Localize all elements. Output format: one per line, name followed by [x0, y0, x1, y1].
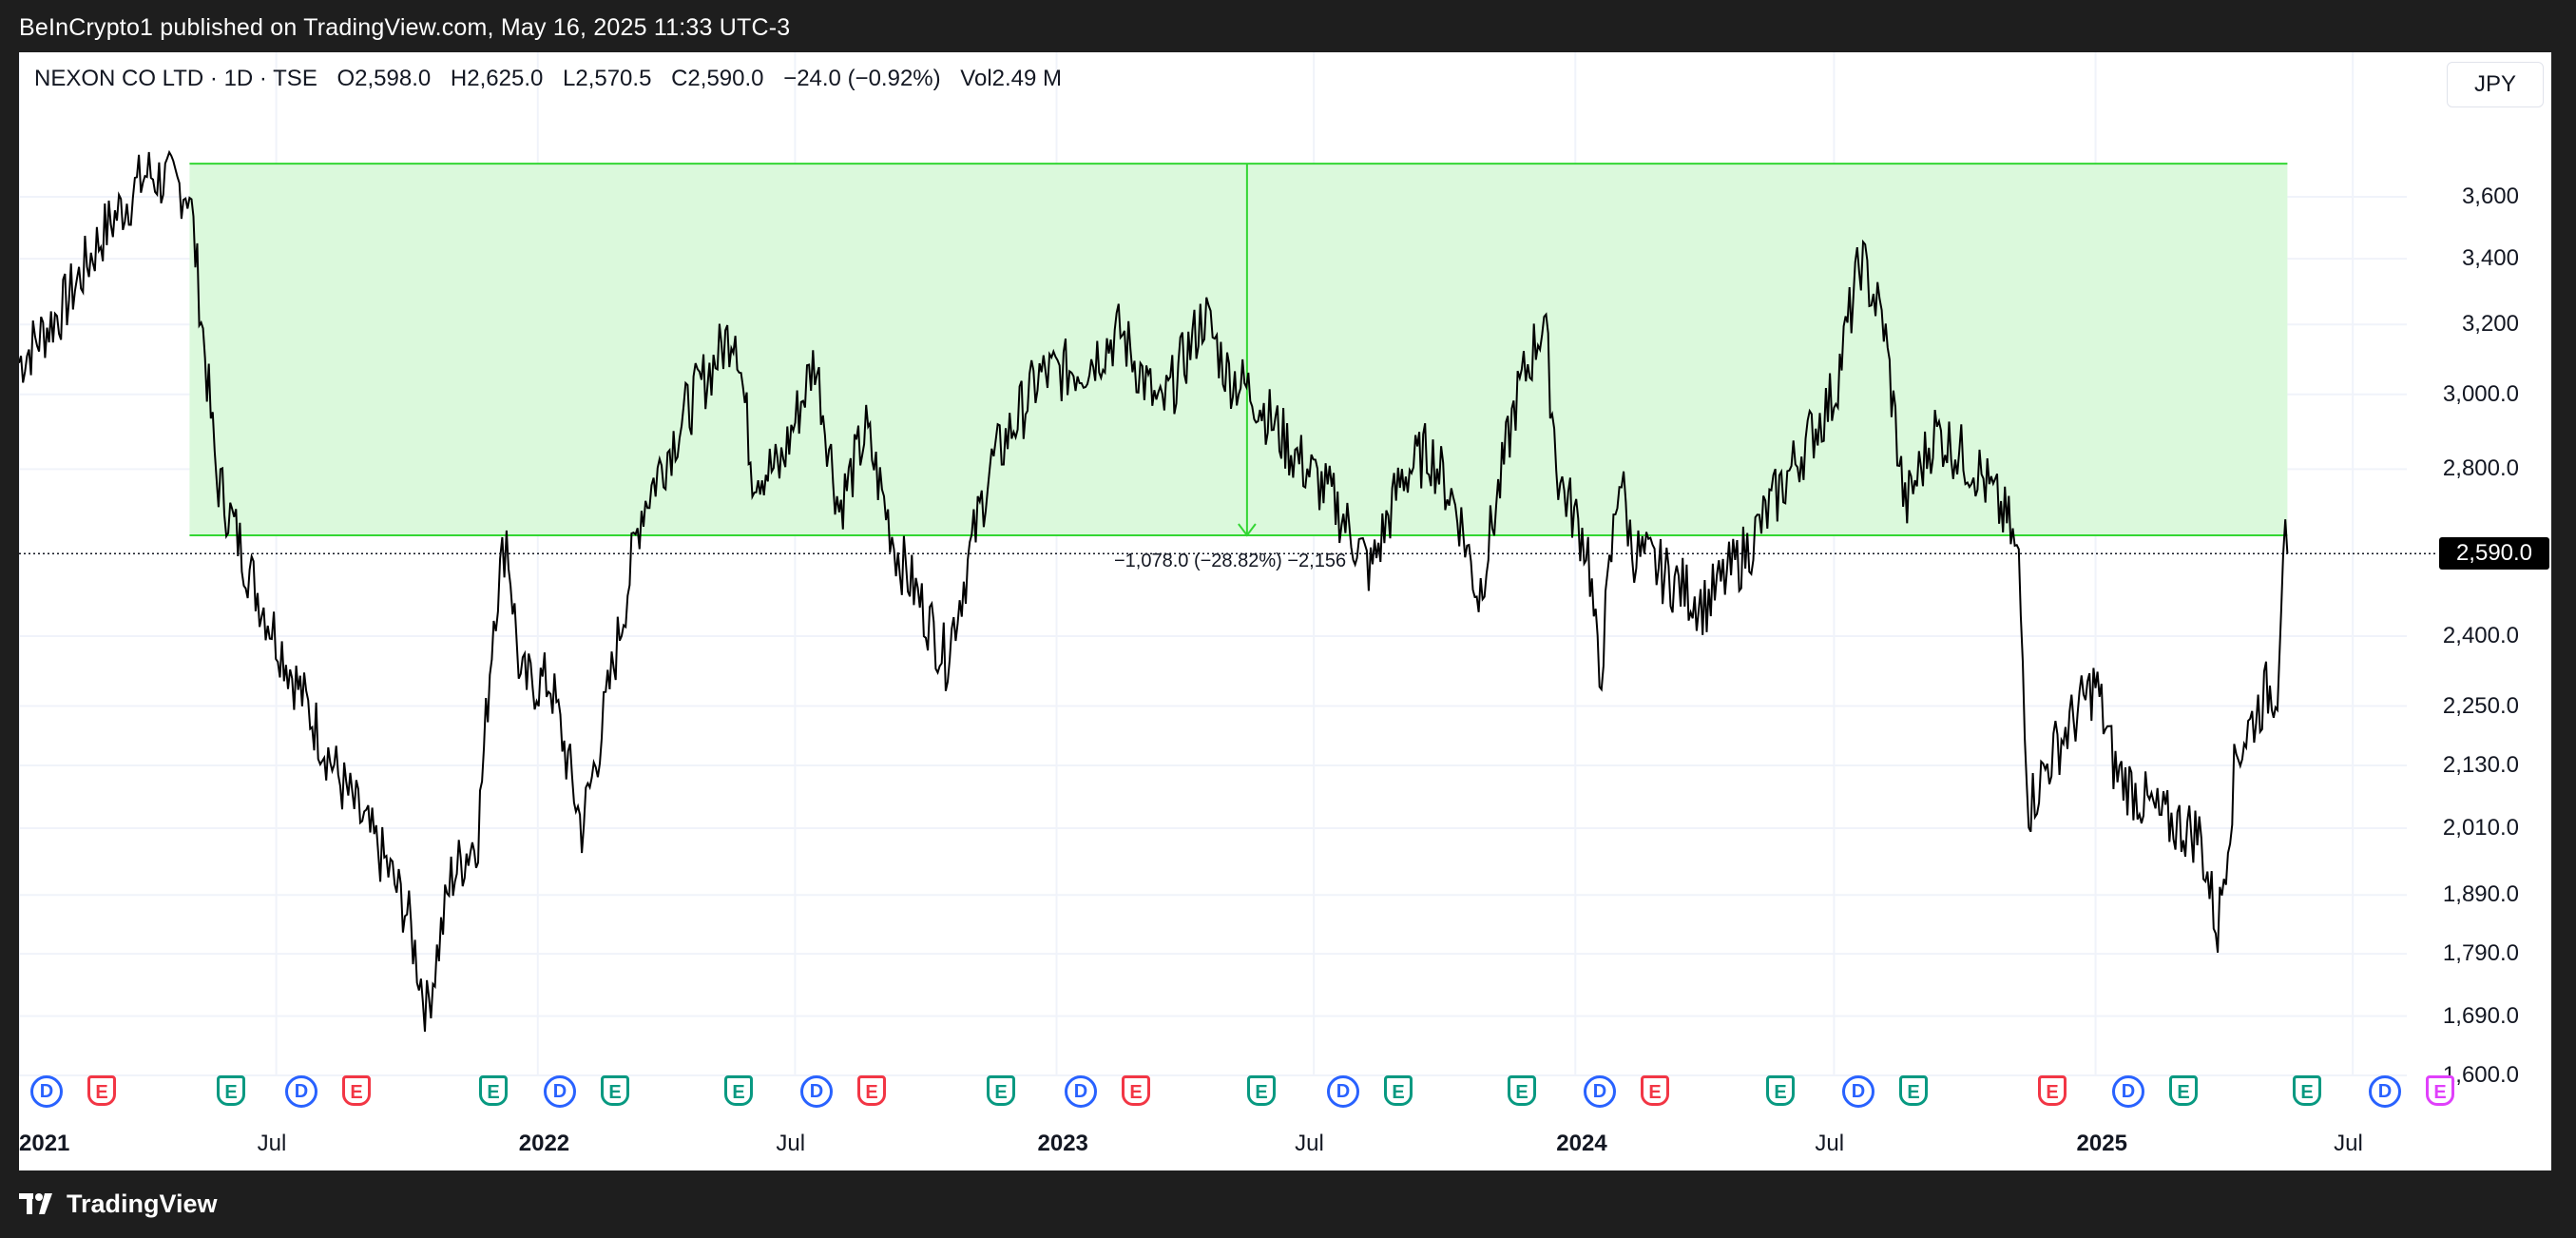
earnings-event-icon[interactable]: E: [724, 1075, 753, 1106]
dividend-event-icon[interactable]: D: [30, 1075, 63, 1108]
earnings-event-icon[interactable]: E: [1766, 1075, 1795, 1106]
earnings-event-icon[interactable]: E: [1899, 1075, 1928, 1106]
low-value: L2,570.5: [563, 66, 652, 91]
measure-label: −1,078.0 (−28.82%) −2,156: [1114, 551, 1347, 571]
x-tick-label: Jul: [1815, 1131, 1845, 1156]
earnings-event-icon[interactable]: E: [87, 1075, 116, 1106]
earnings-event-icon[interactable]: E: [1122, 1075, 1150, 1106]
dividend-event-icon[interactable]: D: [1584, 1075, 1616, 1108]
y-tick-label: 3,200: [2461, 311, 2519, 338]
publisher-text: BeInCrypto1 published on TradingView.com…: [19, 14, 791, 41]
tradingview-logo-icon: [19, 1193, 52, 1214]
x-tick-label: Jul: [776, 1131, 806, 1156]
price-series-line: [19, 149, 2289, 1032]
x-tick-label: Jul: [2334, 1131, 2363, 1156]
close-value: C2,590.0: [671, 66, 764, 91]
chart-panel[interactable]: NEXON CO LTD · 1D · TSE O2,598.0 H2,625.…: [19, 52, 2551, 1170]
y-tick-label: 2,800.0: [2442, 455, 2519, 482]
earnings-event-icon[interactable]: E: [1508, 1075, 1536, 1106]
x-tick-label: 2023: [1037, 1131, 1088, 1156]
y-tick-label: 1,890.0: [2442, 881, 2519, 908]
dividend-event-icon[interactable]: D: [2112, 1075, 2144, 1108]
y-tick-label: 3,000.0: [2442, 380, 2519, 407]
volume-value: Vol2.49 M: [960, 66, 1063, 91]
brand[interactable]: TradingView: [19, 1187, 218, 1221]
dividend-event-icon[interactable]: D: [2369, 1075, 2401, 1108]
x-tick-label: Jul: [257, 1131, 287, 1156]
dividend-event-icon[interactable]: D: [1065, 1075, 1097, 1108]
dividend-event-icon[interactable]: D: [544, 1075, 576, 1108]
earnings-event-icon[interactable]: E: [479, 1075, 508, 1106]
earnings-event-icon[interactable]: E: [217, 1075, 245, 1106]
earnings-event-icon[interactable]: E: [1384, 1075, 1413, 1106]
x-tick-label: 2024: [1556, 1131, 1607, 1156]
measure-arrow-head: [1238, 523, 1257, 537]
change-value: −24.0 (−0.92%): [783, 66, 941, 91]
x-tick-label: 2022: [518, 1131, 570, 1156]
symbol-label[interactable]: NEXON CO LTD · 1D · TSE: [34, 66, 317, 91]
dividend-event-icon[interactable]: D: [1327, 1075, 1359, 1108]
open-value: O2,598.0: [336, 66, 432, 91]
y-tick-label: 2,010.0: [2442, 815, 2519, 841]
dividend-event-icon[interactable]: D: [1842, 1075, 1874, 1108]
footer-bar: TradingView: [0, 1170, 2576, 1238]
x-tick-label: 2021: [19, 1131, 70, 1156]
earnings-event-icon[interactable]: E: [2169, 1075, 2198, 1106]
earnings-event-icon[interactable]: E: [987, 1075, 1015, 1106]
y-tick-label: 2,130.0: [2442, 751, 2519, 778]
earnings-event-icon[interactable]: E: [2293, 1075, 2321, 1106]
earnings-event-icon[interactable]: E: [1247, 1075, 1276, 1106]
earnings-event-icon[interactable]: E: [1641, 1075, 1669, 1106]
dividend-event-icon[interactable]: D: [285, 1075, 317, 1108]
brand-name: TradingView: [67, 1189, 218, 1218]
earnings-event-icon[interactable]: E: [857, 1075, 886, 1106]
y-tick-label: 2,250.0: [2442, 692, 2519, 719]
earnings-event-icon[interactable]: E: [601, 1075, 629, 1106]
earnings-event-icon[interactable]: E: [342, 1075, 371, 1106]
y-tick-label: 1,790.0: [2442, 940, 2519, 967]
earnings-event-icon[interactable]: E: [2426, 1075, 2454, 1106]
y-tick-label: 1,690.0: [2442, 1002, 2519, 1029]
y-tick-label: 2,400.0: [2442, 623, 2519, 648]
earnings-event-icon[interactable]: E: [2038, 1075, 2067, 1106]
ohlc-legend: NEXON CO LTD · 1D · TSE O2,598.0 H2,625.…: [34, 66, 1075, 92]
range-zone: [189, 164, 2288, 535]
price-chart[interactable]: [19, 52, 2551, 1170]
high-value: H2,625.0: [450, 66, 544, 91]
last-price-tag: 2,590.0: [2439, 537, 2549, 570]
y-tick-label: 1,600.0: [2442, 1062, 2519, 1088]
publisher-bar: BeInCrypto1 published on TradingView.com…: [0, 0, 2576, 52]
x-tick-label: 2025: [2076, 1131, 2127, 1156]
y-tick-label: 3,600: [2461, 184, 2519, 209]
y-tick-label: 3,400: [2461, 245, 2519, 272]
currency-button[interactable]: JPY: [2447, 62, 2544, 107]
x-tick-label: Jul: [1295, 1131, 1324, 1156]
dividend-event-icon[interactable]: D: [800, 1075, 833, 1108]
